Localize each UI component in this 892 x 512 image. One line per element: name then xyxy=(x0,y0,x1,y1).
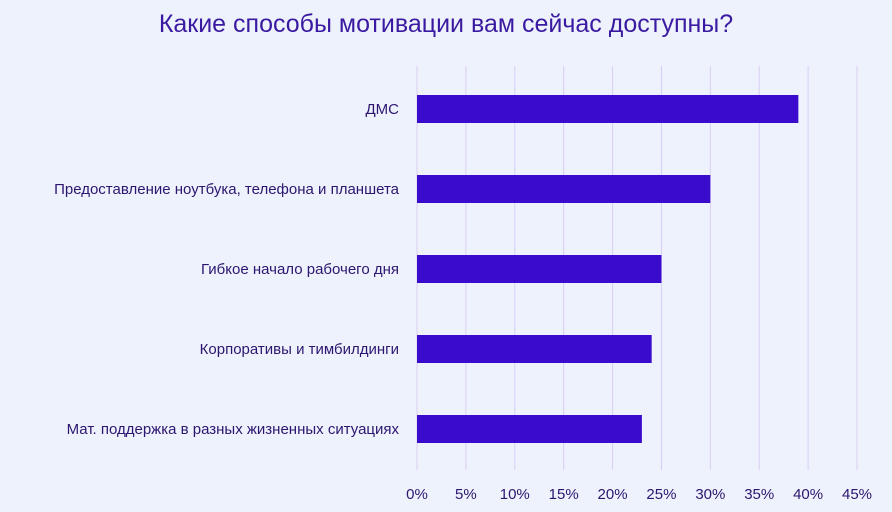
chart-title: Какие способы мотивации вам сейчас досту… xyxy=(158,10,734,38)
category-label: Мат. поддержка в разных жизненных ситуац… xyxy=(67,421,400,438)
category-label: Корпоративы и тимбилдинги xyxy=(200,341,399,358)
x-tick-label: 5% xyxy=(455,486,477,503)
x-tick-label: 25% xyxy=(646,486,676,503)
bar xyxy=(417,335,652,363)
bar xyxy=(417,415,642,443)
x-tick-label: 10% xyxy=(500,486,530,503)
x-tick-label: 20% xyxy=(598,486,628,503)
x-tick-label: 35% xyxy=(744,486,774,503)
category-label: ДМС xyxy=(366,101,400,118)
x-tick-label: 15% xyxy=(549,486,579,503)
bar xyxy=(417,175,711,203)
x-tick-label: 30% xyxy=(695,486,725,503)
x-tick-label: 40% xyxy=(793,486,823,503)
x-tick-label: 0% xyxy=(406,486,428,503)
category-label: Гибкое начало рабочего дня xyxy=(201,261,399,278)
category-label: Предоставление ноутбука, телефона и план… xyxy=(54,181,400,198)
bar xyxy=(417,95,799,123)
x-tick-label: 45% xyxy=(842,486,872,503)
bar xyxy=(417,255,662,283)
